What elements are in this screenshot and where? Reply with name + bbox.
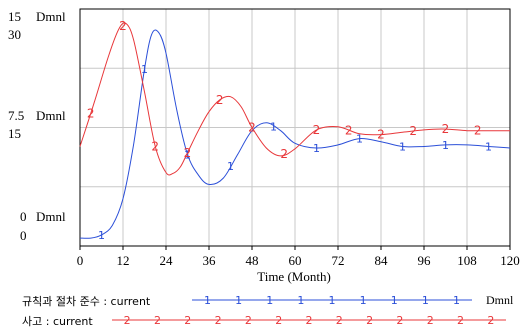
y-unit-bottom: Dmnl xyxy=(36,209,66,224)
legend-marker: 1 xyxy=(391,294,398,307)
legend-marker: 2 xyxy=(215,314,222,327)
legend-marker: 1 xyxy=(266,294,273,307)
legend-label-compliance: 규칙과 절차 준수 : current xyxy=(22,295,151,308)
series-marker: 2 xyxy=(313,123,321,137)
series-marker: 2 xyxy=(377,128,385,142)
legend-marker: 2 xyxy=(154,314,161,327)
y-tick-label-bottom-right: 0 xyxy=(20,228,27,243)
x-tick-label: 60 xyxy=(289,253,302,268)
legend-marker: 1 xyxy=(235,294,242,307)
series-marker: 1 xyxy=(399,140,406,153)
series-marker: 2 xyxy=(248,121,256,135)
series-marker: 1 xyxy=(442,139,449,152)
legend-marker: 2 xyxy=(366,314,373,327)
x-tick-label: 72 xyxy=(332,253,345,268)
legend-marker: 1 xyxy=(360,294,367,307)
series-marker: 2 xyxy=(119,19,127,33)
series-marker: 1 xyxy=(98,229,105,242)
y-axes: 15 30 Dmnl 7.5 15 Dmnl 0 0 Dmnl xyxy=(8,9,66,243)
legend-marker: 2 xyxy=(457,314,464,327)
series-layer xyxy=(79,22,511,239)
legend-marker: 2 xyxy=(275,314,282,327)
legend-unit-compliance: Dmnl xyxy=(486,293,514,307)
y-unit-top: Dmnl xyxy=(36,9,66,24)
y-tick-label-mid-right: 15 xyxy=(8,126,21,141)
y-unit-mid: Dmnl xyxy=(36,108,66,123)
series-marker: 2 xyxy=(442,122,450,136)
series-line-compliance xyxy=(79,29,511,239)
x-axis-title: Time (Month) xyxy=(257,269,331,284)
series-marker: 1 xyxy=(227,160,234,173)
series-marker: 2 xyxy=(280,147,288,161)
series-marker: 2 xyxy=(474,124,482,138)
y-tick-label-top-right: 30 xyxy=(8,27,21,42)
x-axis: 0 12 24 36 48 60 72 84 96 108 120 xyxy=(77,246,520,268)
series-marker: 1 xyxy=(141,63,148,76)
legend-marker: 1 xyxy=(329,294,336,307)
series-marker: 2 xyxy=(184,146,192,160)
legend-marker: 2 xyxy=(487,314,494,327)
x-tick-label: 24 xyxy=(160,253,174,268)
legend-marker: 2 xyxy=(306,314,313,327)
legend-marker: 1 xyxy=(204,294,211,307)
legend-line-accident: 2 2 2 2 2 2 2 2 2 2 2 2 2 xyxy=(112,314,506,327)
series-marker: 2 xyxy=(345,123,353,137)
x-tick-label: 48 xyxy=(246,253,259,268)
x-tick-label: 36 xyxy=(203,253,217,268)
x-tick-label: 120 xyxy=(500,253,520,268)
x-tick-label: 12 xyxy=(117,253,130,268)
x-tick-label: 84 xyxy=(375,253,389,268)
series-marker: 2 xyxy=(87,106,95,120)
legend-line-compliance: 1 1 1 1 1 1 1 1 1 xyxy=(192,294,472,307)
legend-marker: 2 xyxy=(184,314,191,327)
x-tick-label: 108 xyxy=(457,253,477,268)
legend-marker: 2 xyxy=(245,314,252,327)
series-marker: 2 xyxy=(216,93,224,107)
legend-item-compliance: 규칙과 절차 준수 : current 1 1 1 1 1 1 1 1 1 Dmnl xyxy=(0,291,525,309)
y-tick-label-top-left: 15 xyxy=(8,9,21,24)
series-marker: 1 xyxy=(270,121,277,134)
legend-marker: 2 xyxy=(396,314,403,327)
legend-item-accident: 사고 : current 2 2 2 2 2 2 2 2 2 2 2 2 2 xyxy=(0,311,525,329)
series-marker: 2 xyxy=(409,124,417,138)
legend-marker: 2 xyxy=(124,314,131,327)
x-tick-label: 96 xyxy=(418,253,432,268)
series-marker: 1 xyxy=(184,148,191,161)
y-tick-label-bottom-left: 0 xyxy=(20,209,27,224)
legend-marker: 1 xyxy=(297,294,304,307)
y-tick-label-mid-left: 7.5 xyxy=(8,108,24,123)
series-marker: 2 xyxy=(151,139,159,153)
legend-marker: 1 xyxy=(453,294,460,307)
series-line-accident xyxy=(79,22,510,176)
legend-marker: 2 xyxy=(427,314,434,327)
x-tick-label: 0 xyxy=(77,253,84,268)
series-marker: 1 xyxy=(313,142,320,155)
series-marker: 1 xyxy=(485,140,492,153)
series-marker: 1 xyxy=(356,133,363,146)
legend-marker: 2 xyxy=(336,314,343,327)
legend-label-accident: 사고 : current xyxy=(22,315,93,328)
legend-marker: 1 xyxy=(422,294,429,307)
